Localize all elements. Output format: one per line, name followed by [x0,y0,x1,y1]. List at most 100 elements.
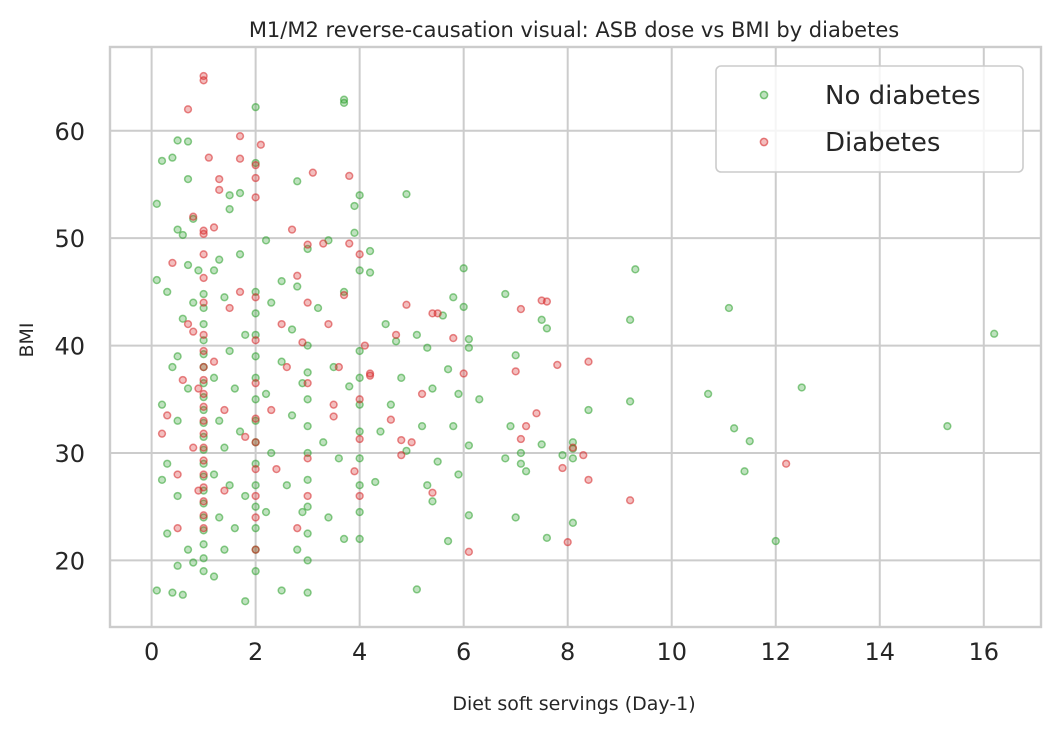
data-point [584,357,593,366]
data-point [251,464,260,474]
data-point [355,395,364,404]
data-point [241,491,250,501]
x-tick-label: 6 [456,638,471,666]
data-point [251,193,260,202]
data-point [220,486,229,495]
data-point [449,293,458,302]
data-point [287,325,297,334]
data-point [303,529,312,538]
data-point [194,266,203,275]
data-point [225,481,234,490]
data-point [402,300,411,309]
data-point [173,470,182,479]
data-point [230,524,239,533]
y-tick-label: 20 [54,547,85,575]
data-point [308,168,317,177]
data-point [251,513,260,522]
x-tick-label: 10 [656,638,687,666]
data-point [724,303,734,313]
data-point [521,421,531,431]
data-point [511,513,520,522]
data-point [417,389,427,399]
data-point [199,456,208,465]
data-point [355,191,364,200]
data-point [220,405,229,415]
data-point [355,534,364,544]
data-point [506,421,515,431]
x-tick-label: 4 [352,638,367,666]
x-tick-labels: 0 2 4 6 8 10 12 14 16 [144,638,999,666]
data-point [324,319,333,329]
data-point [209,572,219,581]
data-point [277,319,286,329]
data-point [625,315,635,324]
data-point [355,427,364,436]
data-point [381,319,390,329]
data-point [516,434,526,444]
data-point [293,545,302,554]
data-point [345,239,354,248]
plot-frame [108,45,1043,629]
data-point [199,540,208,549]
data-point [235,287,245,297]
data-point [293,282,302,291]
x-tick-label: 14 [864,638,895,666]
data-point [324,513,333,522]
data-point [703,389,713,399]
data-point [204,153,213,162]
data-point [183,260,193,270]
data-point [199,362,208,372]
data-point [303,491,312,501]
data-point [771,536,780,546]
data-point [199,298,208,307]
data-point [199,273,208,283]
data-point [183,545,193,554]
data-point [173,225,182,234]
data-point [990,329,999,338]
data-point [225,205,234,214]
data-point [542,297,552,306]
data-point [235,427,245,436]
data-point [235,131,245,141]
data-point [360,341,370,350]
legend-label-no-diabetes: No diabetes [825,81,981,111]
data-point [365,371,375,380]
data-point [220,293,229,302]
data-point [537,440,546,449]
data-point [235,188,245,198]
data-point [199,402,208,411]
data-point [443,365,453,374]
data-point [251,395,260,404]
data-point [558,450,567,460]
data-point [251,502,260,511]
data-point [355,266,364,275]
data-point [251,309,260,318]
data-point [303,556,312,565]
data-point [215,513,224,522]
data-point [173,491,182,501]
data-point [511,351,520,360]
data-point [215,255,224,264]
data-point [199,346,208,356]
data-point [199,483,208,492]
x-tick-label: 12 [760,638,791,666]
data-point [152,199,161,208]
data-point [199,375,208,385]
data-point [516,304,526,314]
data-point [303,395,312,404]
data-point [251,566,260,576]
data-point [303,240,312,249]
data-point [251,102,260,112]
y-axis-title: BMI [16,322,38,357]
data-point [625,496,635,505]
data-point [339,98,349,108]
data-point [355,507,364,517]
data-point [345,382,354,391]
data-point [293,524,302,533]
data-point [267,298,276,307]
data-point [251,491,260,501]
data-point [365,268,375,277]
data-point [220,443,229,452]
data-point [199,319,208,329]
data-point [157,475,167,485]
